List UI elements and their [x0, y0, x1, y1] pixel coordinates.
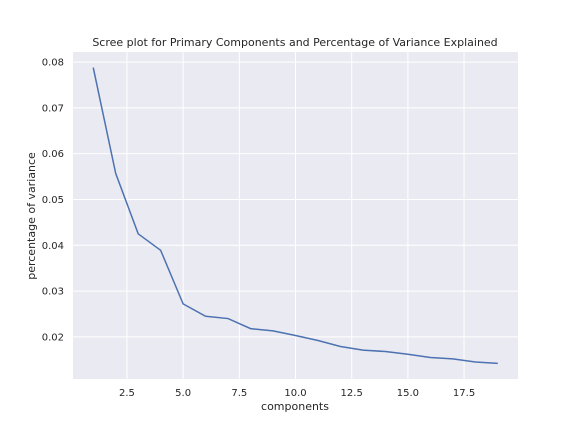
chart-title: Scree plot for Primary Components and Pe…: [92, 36, 497, 49]
x-tick-label: 7.5: [231, 388, 247, 399]
x-tick-label: 10.0: [284, 388, 306, 399]
y-gridlines: [73, 61, 518, 338]
variance-series-line: [92, 67, 498, 365]
y-tick-label: 0.08: [42, 58, 64, 69]
y-tick-label: 0.03: [42, 287, 64, 298]
y-tick-labels: 0.02 0.03 0.04 0.05 0.06 0.07 0.08: [42, 58, 64, 344]
x-tick-label: 15.0: [397, 388, 419, 399]
y-axis-title: percentage of variance: [25, 152, 38, 280]
x-tick-label: 2.5: [119, 388, 135, 399]
y-tick-label: 0.05: [42, 195, 64, 206]
y-tick-label: 0.07: [42, 103, 64, 114]
y-tick-label: 0.02: [42, 332, 64, 343]
x-tick-labels: 2.5 5.0 7.5 10.0 12.5 15.0 17.5: [119, 388, 475, 399]
x-axis-title: components: [261, 400, 329, 413]
x-tick-label: 5.0: [175, 388, 191, 399]
x-tick-label: 12.5: [341, 388, 363, 399]
y-tick-label: 0.04: [42, 241, 64, 252]
x-gridlines: [126, 52, 465, 379]
x-tick-label: 17.5: [453, 388, 475, 399]
y-tick-label: 0.06: [42, 149, 64, 160]
